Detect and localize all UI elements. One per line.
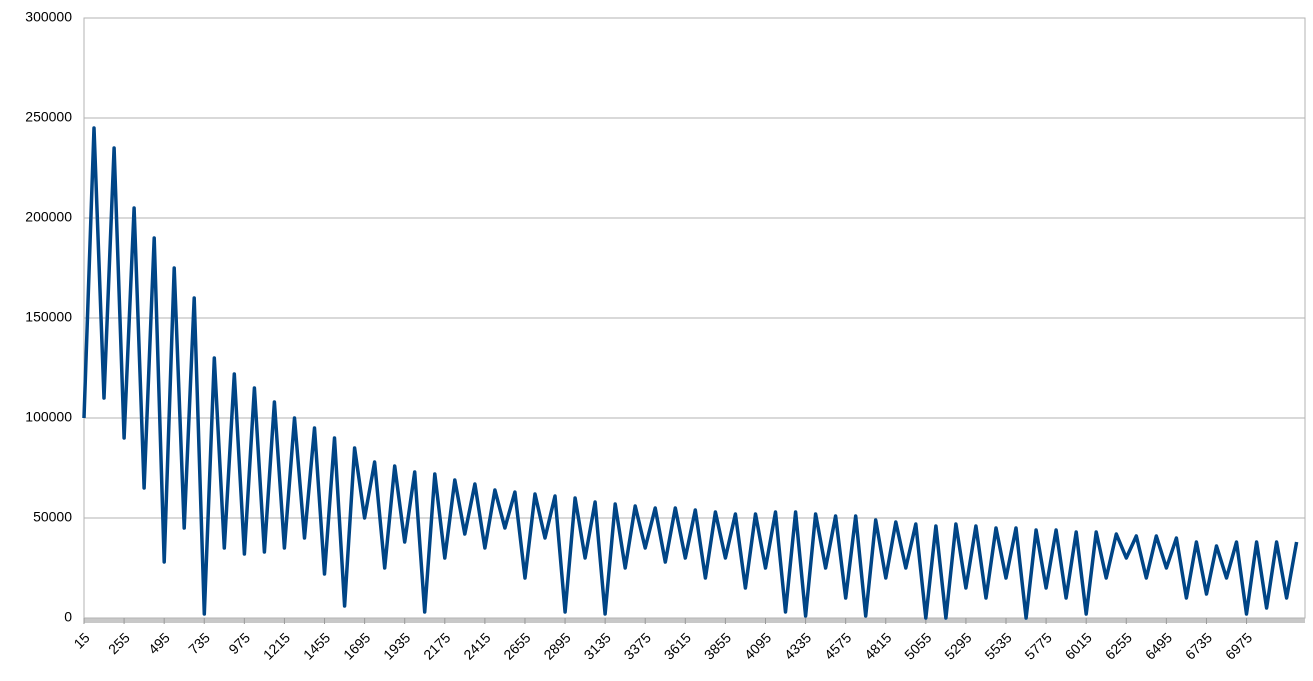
y-tick-label: 150000 bbox=[25, 309, 72, 325]
x-tick-label: 5295 bbox=[941, 629, 974, 662]
x-tick-label: 6255 bbox=[1102, 629, 1135, 662]
y-tick-label: 200000 bbox=[25, 209, 72, 225]
y-tick-label: 100000 bbox=[25, 409, 72, 425]
x-tick-label: 6015 bbox=[1062, 629, 1095, 662]
x-tick-label: 495 bbox=[145, 629, 173, 657]
x-tick-label: 3135 bbox=[581, 629, 614, 662]
x-tick-label: 4575 bbox=[821, 629, 854, 662]
y-tick-label: 300000 bbox=[25, 9, 72, 25]
x-tick-label: 1695 bbox=[340, 629, 373, 662]
x-tick-label: 15 bbox=[70, 629, 92, 651]
x-tick-label: 6495 bbox=[1142, 629, 1175, 662]
x-tick-label: 2415 bbox=[460, 629, 493, 662]
x-tick-label: 2655 bbox=[500, 629, 533, 662]
x-tick-label: 255 bbox=[105, 629, 133, 657]
y-tick-label: 0 bbox=[64, 609, 72, 625]
x-tick-label: 4095 bbox=[741, 629, 774, 662]
y-tick-label: 50000 bbox=[33, 509, 72, 525]
x-tick-label: 735 bbox=[185, 629, 213, 657]
y-tick-label: 250000 bbox=[25, 109, 72, 125]
x-tick-label: 5775 bbox=[1021, 629, 1054, 662]
x-tick-label: 2175 bbox=[420, 629, 453, 662]
x-tick-label: 5055 bbox=[901, 629, 934, 662]
x-tick-label: 5535 bbox=[981, 629, 1014, 662]
x-tick-label: 3615 bbox=[661, 629, 694, 662]
x-tick-label: 1935 bbox=[380, 629, 413, 662]
x-tick-label: 2895 bbox=[540, 629, 573, 662]
x-tick-label: 6735 bbox=[1182, 629, 1215, 662]
x-tick-label: 3375 bbox=[621, 629, 654, 662]
data-line bbox=[82, 126, 1299, 620]
x-tick-label: 4335 bbox=[781, 629, 814, 662]
x-tick-label: 1215 bbox=[260, 629, 293, 662]
x-tick-label: 3855 bbox=[701, 629, 734, 662]
x-tick-label: 6975 bbox=[1222, 629, 1255, 662]
x-tick-label: 4815 bbox=[861, 629, 894, 662]
x-tick-label: 1455 bbox=[300, 629, 333, 662]
x-tick-label: 975 bbox=[225, 629, 253, 657]
x-axis-tick-band bbox=[84, 618, 1305, 623]
